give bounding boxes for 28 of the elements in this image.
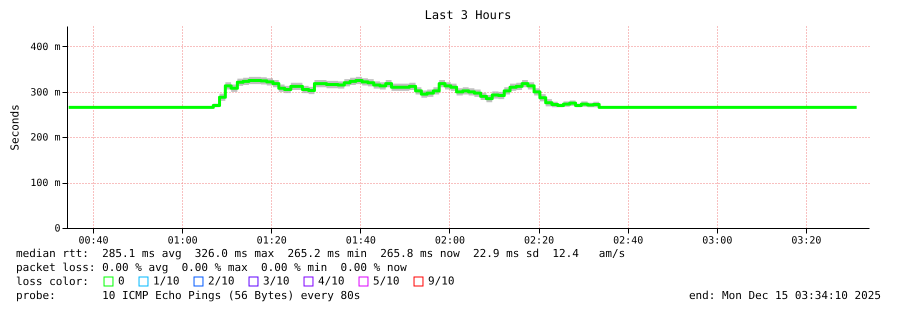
legend-label: 9/10 — [428, 274, 454, 288]
x-tick-label: 02:20 — [524, 236, 554, 246]
x-tick-label: 03:20 — [791, 236, 822, 246]
x-tick-label: 01:20 — [256, 236, 287, 246]
legend-label: 5/10 — [373, 274, 400, 288]
chart-title: Last 3 Hours — [424, 8, 512, 22]
text: packet loss: 0.00 % avg 0.00 % max 0.00 % min 0.00 % now — [16, 261, 408, 274]
y-tick-label: 100 m — [30, 178, 60, 190]
legend-label: 2/10 — [208, 274, 234, 288]
y-tick-label: 400 m — [30, 42, 60, 53]
x-tick-label: 01:40 — [346, 236, 376, 246]
text: median rtt: 285.1 ms avg 326.0 ms max 265.2 ms min 265.8 ms now 22.9 ms sd 12.4 am/s — [16, 247, 626, 260]
x-tick-label: 00:40 — [78, 236, 109, 246]
x-tick-label: 02:40 — [613, 236, 644, 246]
text: probe: 10 ICMP Echo Pings (56 Bytes) every 80s — [16, 289, 360, 302]
text: end: Mon Dec 15 03:34:10 2025 — [688, 289, 881, 302]
y-tick-label: 200 m — [30, 132, 60, 144]
legend-label: 1/10 — [153, 274, 180, 288]
y-axis-title: Seconds — [8, 104, 22, 151]
legend-label: 4/10 — [318, 274, 344, 288]
x-tick-label: 02:00 — [434, 236, 465, 246]
legend-title: loss color: — [16, 275, 89, 288]
legend-label: 0 — [118, 274, 125, 288]
y-tick-label: 300 m — [30, 87, 60, 98]
legend-label: 3/10 — [263, 274, 290, 288]
y-tick-label: 0 — [54, 224, 60, 234]
x-tick-label: 01:00 — [168, 236, 198, 246]
x-tick-label: 03:00 — [702, 236, 732, 246]
